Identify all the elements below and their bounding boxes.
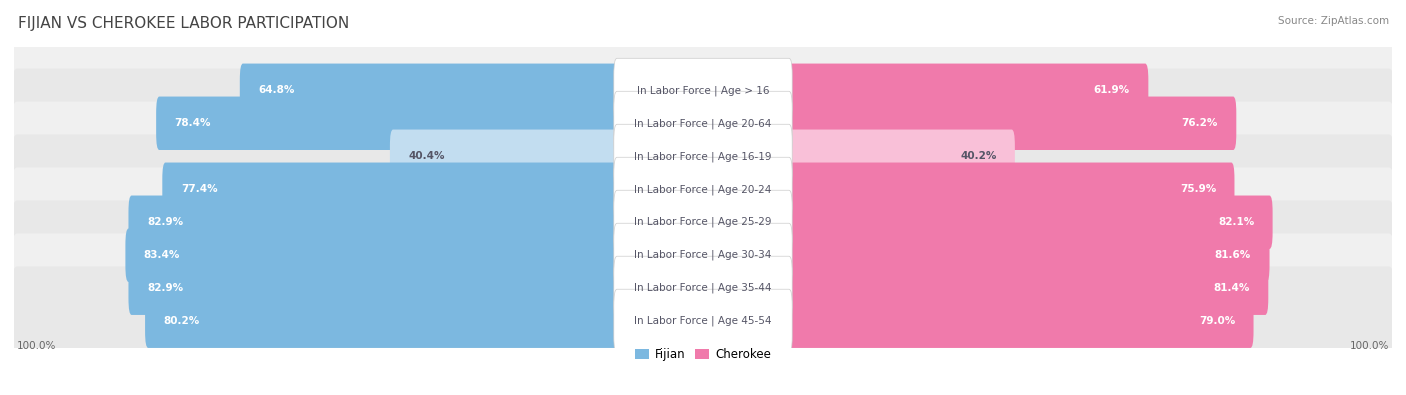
FancyBboxPatch shape <box>10 267 1396 376</box>
FancyBboxPatch shape <box>162 162 644 216</box>
Text: 75.9%: 75.9% <box>1180 184 1216 194</box>
FancyBboxPatch shape <box>10 201 1396 310</box>
FancyBboxPatch shape <box>10 233 1396 343</box>
Text: In Labor Force | Age 20-24: In Labor Force | Age 20-24 <box>634 184 772 194</box>
FancyBboxPatch shape <box>10 36 1396 145</box>
Text: In Labor Force | Age 16-19: In Labor Force | Age 16-19 <box>634 151 772 162</box>
Text: 82.9%: 82.9% <box>146 283 183 293</box>
FancyBboxPatch shape <box>156 96 644 150</box>
FancyBboxPatch shape <box>145 295 644 348</box>
FancyBboxPatch shape <box>240 64 644 117</box>
FancyBboxPatch shape <box>10 167 1396 277</box>
Text: 76.2%: 76.2% <box>1181 118 1218 128</box>
Text: 82.9%: 82.9% <box>146 217 183 227</box>
FancyBboxPatch shape <box>128 261 644 315</box>
FancyBboxPatch shape <box>10 68 1396 178</box>
FancyBboxPatch shape <box>762 261 1268 315</box>
FancyBboxPatch shape <box>762 96 1236 150</box>
Text: In Labor Force | Age 30-34: In Labor Force | Age 30-34 <box>634 250 772 260</box>
Text: 78.4%: 78.4% <box>174 118 211 128</box>
Text: 77.4%: 77.4% <box>181 184 218 194</box>
Text: In Labor Force | Age 45-54: In Labor Force | Age 45-54 <box>634 316 772 326</box>
Text: In Labor Force | Age 35-44: In Labor Force | Age 35-44 <box>634 283 772 293</box>
Text: 79.0%: 79.0% <box>1199 316 1234 326</box>
Text: In Labor Force | Age 20-64: In Labor Force | Age 20-64 <box>634 118 772 128</box>
FancyBboxPatch shape <box>614 124 792 188</box>
FancyBboxPatch shape <box>614 58 792 122</box>
Text: 80.2%: 80.2% <box>163 316 200 326</box>
FancyBboxPatch shape <box>762 229 1270 282</box>
FancyBboxPatch shape <box>10 134 1396 244</box>
FancyBboxPatch shape <box>762 130 1015 183</box>
FancyBboxPatch shape <box>614 256 792 320</box>
FancyBboxPatch shape <box>614 190 792 254</box>
Text: 40.2%: 40.2% <box>960 151 997 161</box>
FancyBboxPatch shape <box>614 157 792 221</box>
FancyBboxPatch shape <box>389 130 644 183</box>
Text: Source: ZipAtlas.com: Source: ZipAtlas.com <box>1278 16 1389 26</box>
Text: 81.6%: 81.6% <box>1215 250 1251 260</box>
FancyBboxPatch shape <box>125 229 644 282</box>
Text: 61.9%: 61.9% <box>1094 85 1130 95</box>
FancyBboxPatch shape <box>762 162 1234 216</box>
Legend: Fijian, Cherokee: Fijian, Cherokee <box>630 343 776 366</box>
Text: FIJIAN VS CHEROKEE LABOR PARTICIPATION: FIJIAN VS CHEROKEE LABOR PARTICIPATION <box>18 16 350 31</box>
Text: 100.0%: 100.0% <box>17 341 56 351</box>
Text: 83.4%: 83.4% <box>143 250 180 260</box>
Text: 82.1%: 82.1% <box>1218 217 1254 227</box>
Text: In Labor Force | Age > 16: In Labor Force | Age > 16 <box>637 85 769 96</box>
FancyBboxPatch shape <box>762 196 1272 249</box>
FancyBboxPatch shape <box>128 196 644 249</box>
FancyBboxPatch shape <box>10 102 1396 211</box>
Text: 81.4%: 81.4% <box>1213 283 1250 293</box>
Text: 40.4%: 40.4% <box>408 151 444 161</box>
FancyBboxPatch shape <box>614 289 792 353</box>
Text: 100.0%: 100.0% <box>1350 341 1389 351</box>
FancyBboxPatch shape <box>762 295 1254 348</box>
FancyBboxPatch shape <box>762 64 1149 117</box>
Text: 64.8%: 64.8% <box>259 85 295 95</box>
FancyBboxPatch shape <box>614 223 792 287</box>
FancyBboxPatch shape <box>614 91 792 155</box>
Text: In Labor Force | Age 25-29: In Labor Force | Age 25-29 <box>634 217 772 228</box>
